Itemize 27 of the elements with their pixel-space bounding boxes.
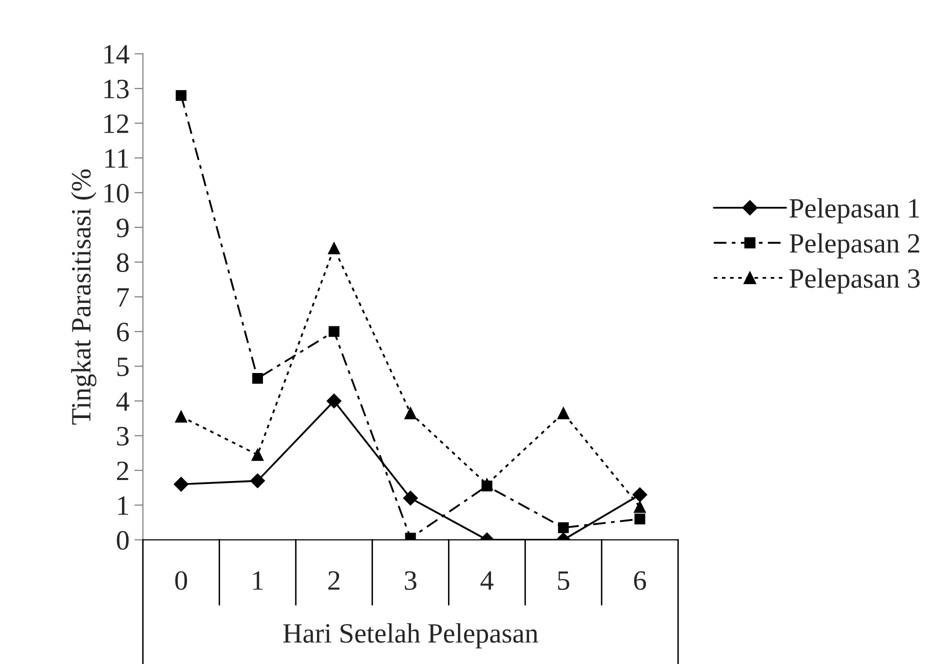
- legend-label: Pelepasan 3: [790, 268, 920, 294]
- x-tick-label: 0: [175, 571, 188, 590]
- x-tick-label: 2: [328, 571, 340, 590]
- y-tick-label: 2: [117, 462, 128, 480]
- y-tick-label: 7: [118, 288, 129, 306]
- y-tick-label: 3: [117, 426, 129, 446]
- x-tick-label: 1: [253, 571, 263, 590]
- y-tick-label: 11: [105, 149, 128, 168]
- legend-label: Pelepasan 1: [790, 198, 920, 224]
- y-axis-title: Tingkat Parasitisasi (%: [71, 169, 96, 425]
- x-axis-title: Hari Setelah Pelepasan: [283, 623, 538, 648]
- legend-label: Pelepasan 2: [790, 233, 920, 258]
- x-tick-label: 5: [558, 571, 570, 590]
- y-tick-label: 14: [104, 45, 130, 64]
- y-tick-label: 12: [104, 114, 128, 133]
- x-tick-label: 3: [404, 571, 416, 590]
- y-tick-label: 1: [118, 496, 128, 515]
- y-tick-label: 8: [116, 253, 129, 272]
- x-tick-label: 4: [480, 571, 494, 590]
- y-tick-label: 4: [116, 392, 130, 411]
- y-tick-label: 0: [116, 530, 129, 550]
- y-tick-label: 10: [104, 184, 129, 203]
- y-tick-label: 13: [104, 80, 129, 98]
- y-tick-label: 6: [117, 322, 129, 342]
- x-tick-label: 6: [634, 571, 646, 590]
- y-tick-label: 5: [117, 358, 129, 376]
- y-tick-label: 9: [116, 218, 129, 238]
